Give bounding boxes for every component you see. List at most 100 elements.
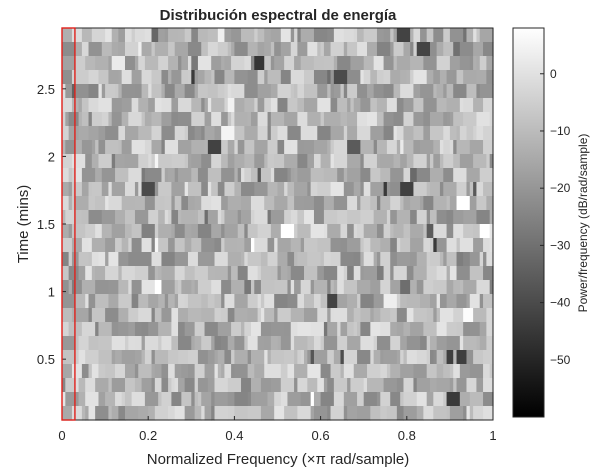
spectrogram-cell bbox=[423, 112, 431, 127]
spectrogram-cell bbox=[423, 56, 438, 71]
spectrogram-cell bbox=[191, 112, 206, 127]
spectrogram-cell bbox=[214, 364, 219, 379]
spectrogram-cell bbox=[323, 224, 328, 239]
y-axis-label: Time (mins) bbox=[15, 185, 32, 264]
spectrogram-cell bbox=[304, 140, 315, 155]
spectrogram-cell bbox=[290, 42, 298, 57]
spectrogram-cell bbox=[290, 280, 295, 295]
spectrogram-cell bbox=[360, 280, 371, 295]
spectrogram-cell bbox=[486, 56, 494, 71]
spectrogram-cell bbox=[91, 364, 100, 379]
spectrogram-cell bbox=[141, 70, 153, 85]
spectrogram-cell bbox=[85, 350, 100, 365]
spectrogram-cell bbox=[227, 406, 235, 421]
spectrogram-cell bbox=[78, 266, 86, 281]
spectrogram-cell bbox=[244, 140, 255, 155]
spectrogram-cell bbox=[158, 56, 169, 71]
spectrogram-cell bbox=[443, 84, 448, 99]
spectrogram-cell bbox=[134, 364, 139, 379]
spectrogram-cell bbox=[131, 224, 143, 239]
spectrogram-cell bbox=[376, 224, 385, 239]
spectrogram-cell bbox=[134, 28, 146, 43]
spectrogram-cell bbox=[62, 168, 70, 183]
spectrogram-cell bbox=[363, 70, 371, 85]
spectrogram-cell bbox=[483, 42, 494, 57]
spectrogram-cell bbox=[111, 42, 119, 57]
spectrogram-cell bbox=[151, 140, 156, 155]
spectrogram-cell bbox=[134, 322, 143, 337]
spectrogram-cell bbox=[105, 392, 116, 407]
spectrogram-cell bbox=[410, 224, 424, 239]
spectrogram-cell bbox=[489, 224, 494, 239]
spectrogram-cell bbox=[307, 42, 318, 57]
spectrogram-cell bbox=[357, 126, 371, 141]
spectrogram-cell bbox=[436, 210, 448, 225]
spectrogram-cell bbox=[81, 406, 86, 421]
spectrogram-cell bbox=[75, 140, 83, 155]
spectrogram-cell bbox=[214, 350, 219, 365]
spectrogram-cell bbox=[430, 182, 441, 197]
spectrogram-cell bbox=[489, 210, 494, 225]
spectrogram-cell bbox=[463, 280, 478, 295]
spectrogram-cell bbox=[376, 392, 381, 407]
spectrogram-cell bbox=[161, 308, 173, 323]
spectrogram-cell bbox=[423, 196, 434, 211]
spectrogram-cell bbox=[403, 126, 415, 141]
spectrogram-cell bbox=[446, 336, 461, 351]
spectrogram-cell bbox=[313, 336, 322, 351]
spectrogram-cell bbox=[456, 238, 461, 253]
spectrogram-cell bbox=[284, 406, 298, 421]
spectrogram-cell bbox=[433, 350, 438, 365]
spectrogram-cell bbox=[227, 392, 235, 407]
spectrogram-cell bbox=[234, 168, 239, 183]
spectrogram-cell bbox=[168, 210, 173, 225]
spectrogram-cell bbox=[330, 406, 345, 421]
spectrogram-cell bbox=[191, 70, 196, 85]
spectrogram-cell bbox=[254, 392, 269, 407]
spectrogram-cell bbox=[274, 56, 285, 71]
spectrogram-cell bbox=[443, 168, 454, 183]
spectrogram-cell bbox=[98, 322, 113, 337]
spectrogram-cell bbox=[300, 392, 312, 407]
spectrogram-cell bbox=[234, 364, 249, 379]
spectrogram-cell bbox=[439, 70, 448, 85]
spectrogram-cell bbox=[124, 210, 136, 225]
spectrogram-cell bbox=[363, 56, 375, 71]
spectrogram-cell bbox=[141, 112, 146, 127]
spectrogram-cell bbox=[456, 378, 468, 393]
spectrogram-cell bbox=[224, 210, 239, 225]
spectrogram-cell bbox=[333, 378, 348, 393]
spectrogram-cell bbox=[234, 392, 249, 407]
spectrogram-cell bbox=[105, 266, 119, 281]
spectrogram-cell bbox=[191, 392, 196, 407]
spectrogram-cell bbox=[221, 294, 226, 309]
spectrogram-cell bbox=[68, 126, 80, 141]
spectrogram-cell bbox=[410, 252, 418, 267]
spectrogram-cell bbox=[340, 350, 345, 365]
spectrogram-cell bbox=[403, 140, 415, 155]
spectrogram-cell bbox=[370, 308, 375, 323]
spectrogram-cell bbox=[88, 336, 100, 351]
spectrogram-cell bbox=[436, 308, 441, 323]
spectrogram-cell bbox=[138, 406, 149, 421]
spectrogram-cell bbox=[81, 182, 90, 197]
y-tick-label: 0.5 bbox=[37, 352, 55, 367]
spectrogram-cell bbox=[323, 266, 338, 281]
spectrogram-cell bbox=[327, 308, 332, 323]
spectrogram-cell bbox=[144, 28, 153, 43]
spectrogram-cell bbox=[337, 336, 348, 351]
spectrogram-cell bbox=[323, 42, 332, 57]
spectrogram-cell bbox=[330, 238, 342, 253]
spectrogram-cell bbox=[403, 168, 411, 183]
spectrogram-cell bbox=[184, 280, 192, 295]
spectrogram-cell bbox=[151, 84, 163, 99]
spectrogram-cell bbox=[376, 42, 391, 57]
spectrogram-cell bbox=[148, 294, 159, 309]
spectrogram-cell bbox=[297, 112, 308, 127]
spectrogram-cell bbox=[323, 168, 338, 183]
spectrogram-cell bbox=[426, 252, 431, 267]
spectrogram-cell bbox=[284, 154, 298, 169]
spectrogram-cell bbox=[81, 364, 90, 379]
spectrogram-cell bbox=[98, 336, 113, 351]
